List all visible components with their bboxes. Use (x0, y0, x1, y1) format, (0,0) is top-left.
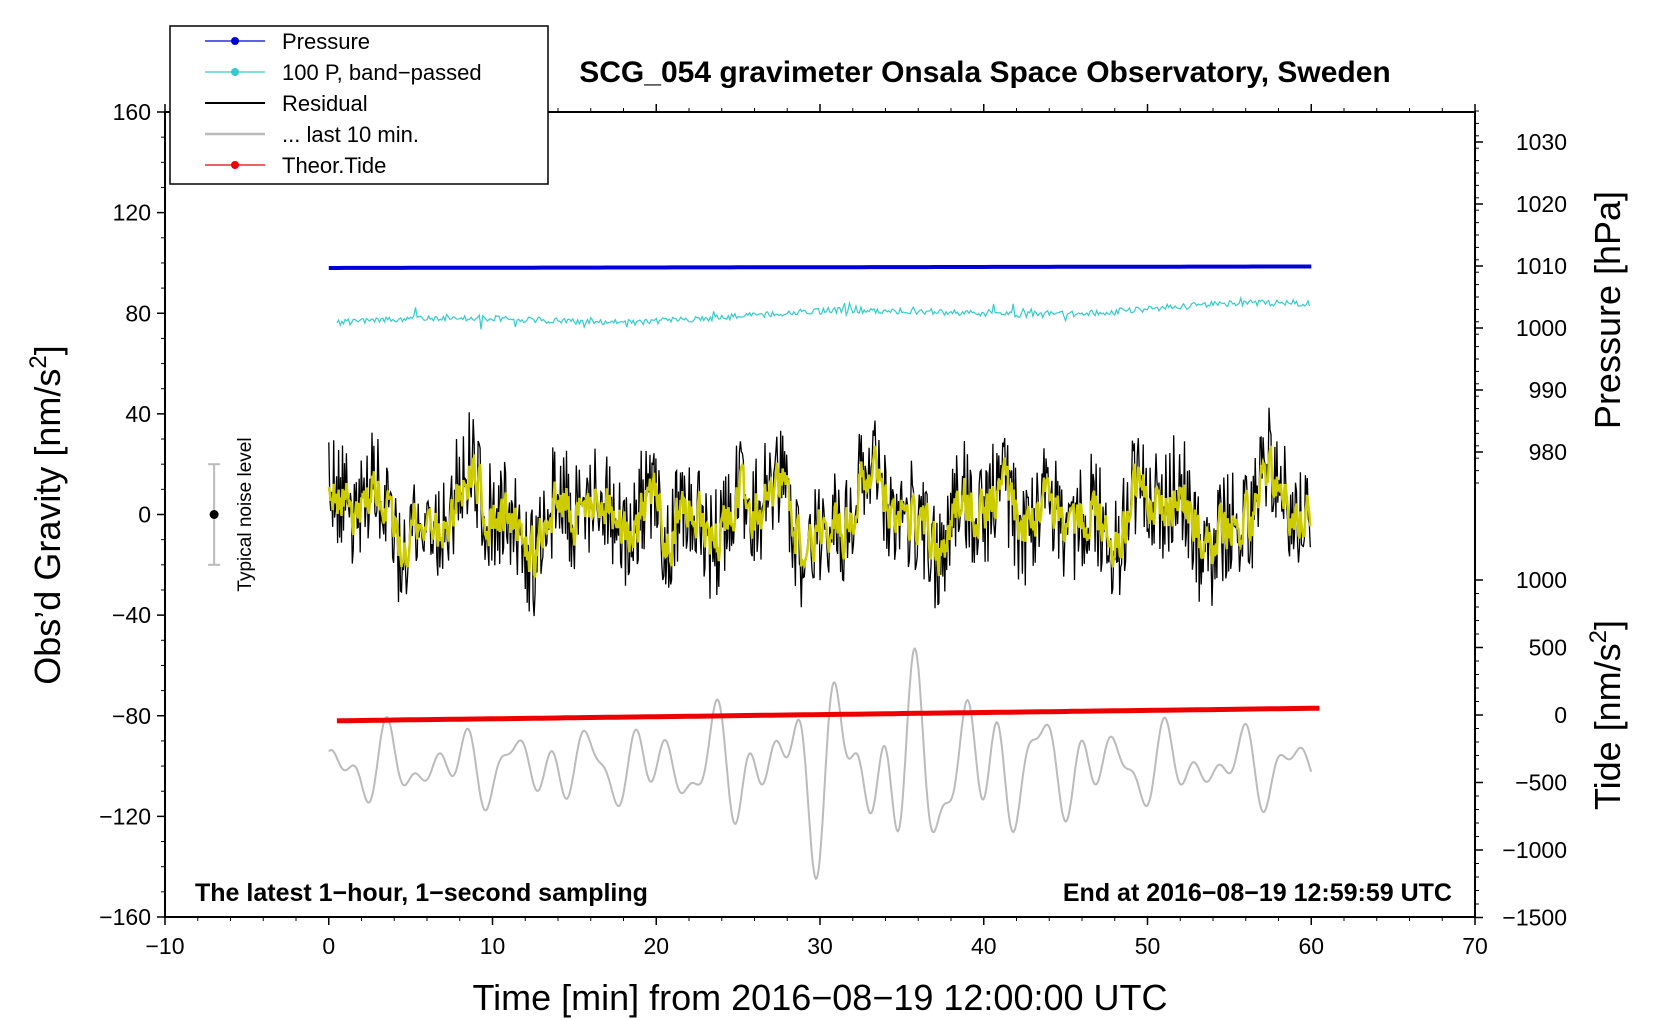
tide-tick-label: 500 (1529, 635, 1567, 661)
tide-tick-label: 1000 (1516, 567, 1567, 593)
x-tick-label: 70 (1462, 933, 1488, 959)
noise-level-label: Typical noise level (235, 437, 256, 591)
x-tick-label: 60 (1298, 933, 1324, 959)
legend-label: Residual (282, 91, 368, 116)
end-time-note: End at 2016−08−19 12:59:59 UTC (1063, 879, 1452, 907)
y-tick-label: 160 (113, 99, 151, 125)
legend-box (169, 25, 549, 185)
last-10-min-line (328, 647, 1313, 881)
x-tick-label: −10 (145, 933, 184, 959)
tide-tick-label: −1000 (1502, 837, 1567, 863)
pressure-line (328, 264, 1312, 270)
legend-label: Pressure (282, 29, 370, 54)
legend-marker (231, 37, 239, 45)
tide-tick-label: −500 (1515, 770, 1567, 796)
x-axis-label: Time [min] from 2016−08−19 12:00:00 UTC (472, 977, 1167, 1018)
sampling-note: The latest 1−hour, 1−second sampling (195, 879, 648, 907)
legend-marker (231, 161, 239, 169)
legend-marker (231, 68, 239, 76)
y-tick-label: −40 (112, 602, 151, 628)
y-tick-label: 40 (125, 401, 151, 427)
smoothed-residual-line (327, 444, 1312, 578)
pressure-tick-label: 1010 (1516, 253, 1567, 279)
legend-label: Theor.Tide (282, 153, 386, 178)
tide-axis-label: Tide [nm/s2] (1585, 620, 1628, 810)
tide-tick-label: 0 (1554, 702, 1567, 728)
legend-label: 100 P, band−passed (282, 60, 482, 85)
pressure-axis: 1030 1020 1010 1000 990 980 (1475, 110, 1567, 484)
left-y-axis-label: Obs’d Gravity [nm/s2] (25, 345, 68, 684)
x-tick-label: 40 (971, 933, 997, 959)
x-axis: −10 0 10 20 30 40 50 60 70 (145, 104, 1488, 959)
left-y-axis: 160 120 80 40 0 −40 −80 −120 −160 (99, 99, 165, 930)
pressure-tick-label: 1000 (1516, 315, 1567, 341)
pressure-tick-label: 980 (1529, 439, 1567, 465)
y-tick-label: −160 (99, 904, 151, 930)
x-tick-label: 30 (807, 933, 833, 959)
theoretical-tide-line (336, 705, 1320, 724)
y-tick-label: −80 (112, 703, 151, 729)
chart-title: SCG_054 gravimeter Onsala Space Observat… (579, 56, 1391, 89)
pressure-tick-label: 1030 (1516, 129, 1567, 155)
tide-axis: 1000 500 0 −500 −1000 −1500 (1475, 567, 1567, 931)
x-tick-label: 20 (643, 933, 669, 959)
y-tick-label: 80 (125, 300, 151, 326)
legend: Pressure 100 P, band−passed Residual ... la… (169, 25, 549, 185)
pressure-axis-label: Pressure [hPa] (1587, 191, 1628, 429)
legend-label: ... last 10 min. (282, 122, 419, 147)
x-tick-label: 10 (480, 933, 506, 959)
noise-level-point (209, 510, 219, 519)
series-layer (327, 264, 1320, 881)
pressure-tick-label: 1020 (1516, 191, 1567, 217)
tide-tick-label: −1500 (1502, 905, 1567, 931)
y-tick-label: 120 (113, 200, 151, 226)
band-passed-pressure-line (336, 295, 1311, 330)
x-tick-label: 0 (322, 933, 335, 959)
y-tick-label: −120 (99, 803, 151, 829)
y-tick-label: 0 (138, 502, 151, 528)
pressure-tick-label: 990 (1529, 377, 1567, 403)
x-tick-label: 50 (1135, 933, 1161, 959)
noise-level-indicator: Typical noise level (208, 437, 256, 592)
